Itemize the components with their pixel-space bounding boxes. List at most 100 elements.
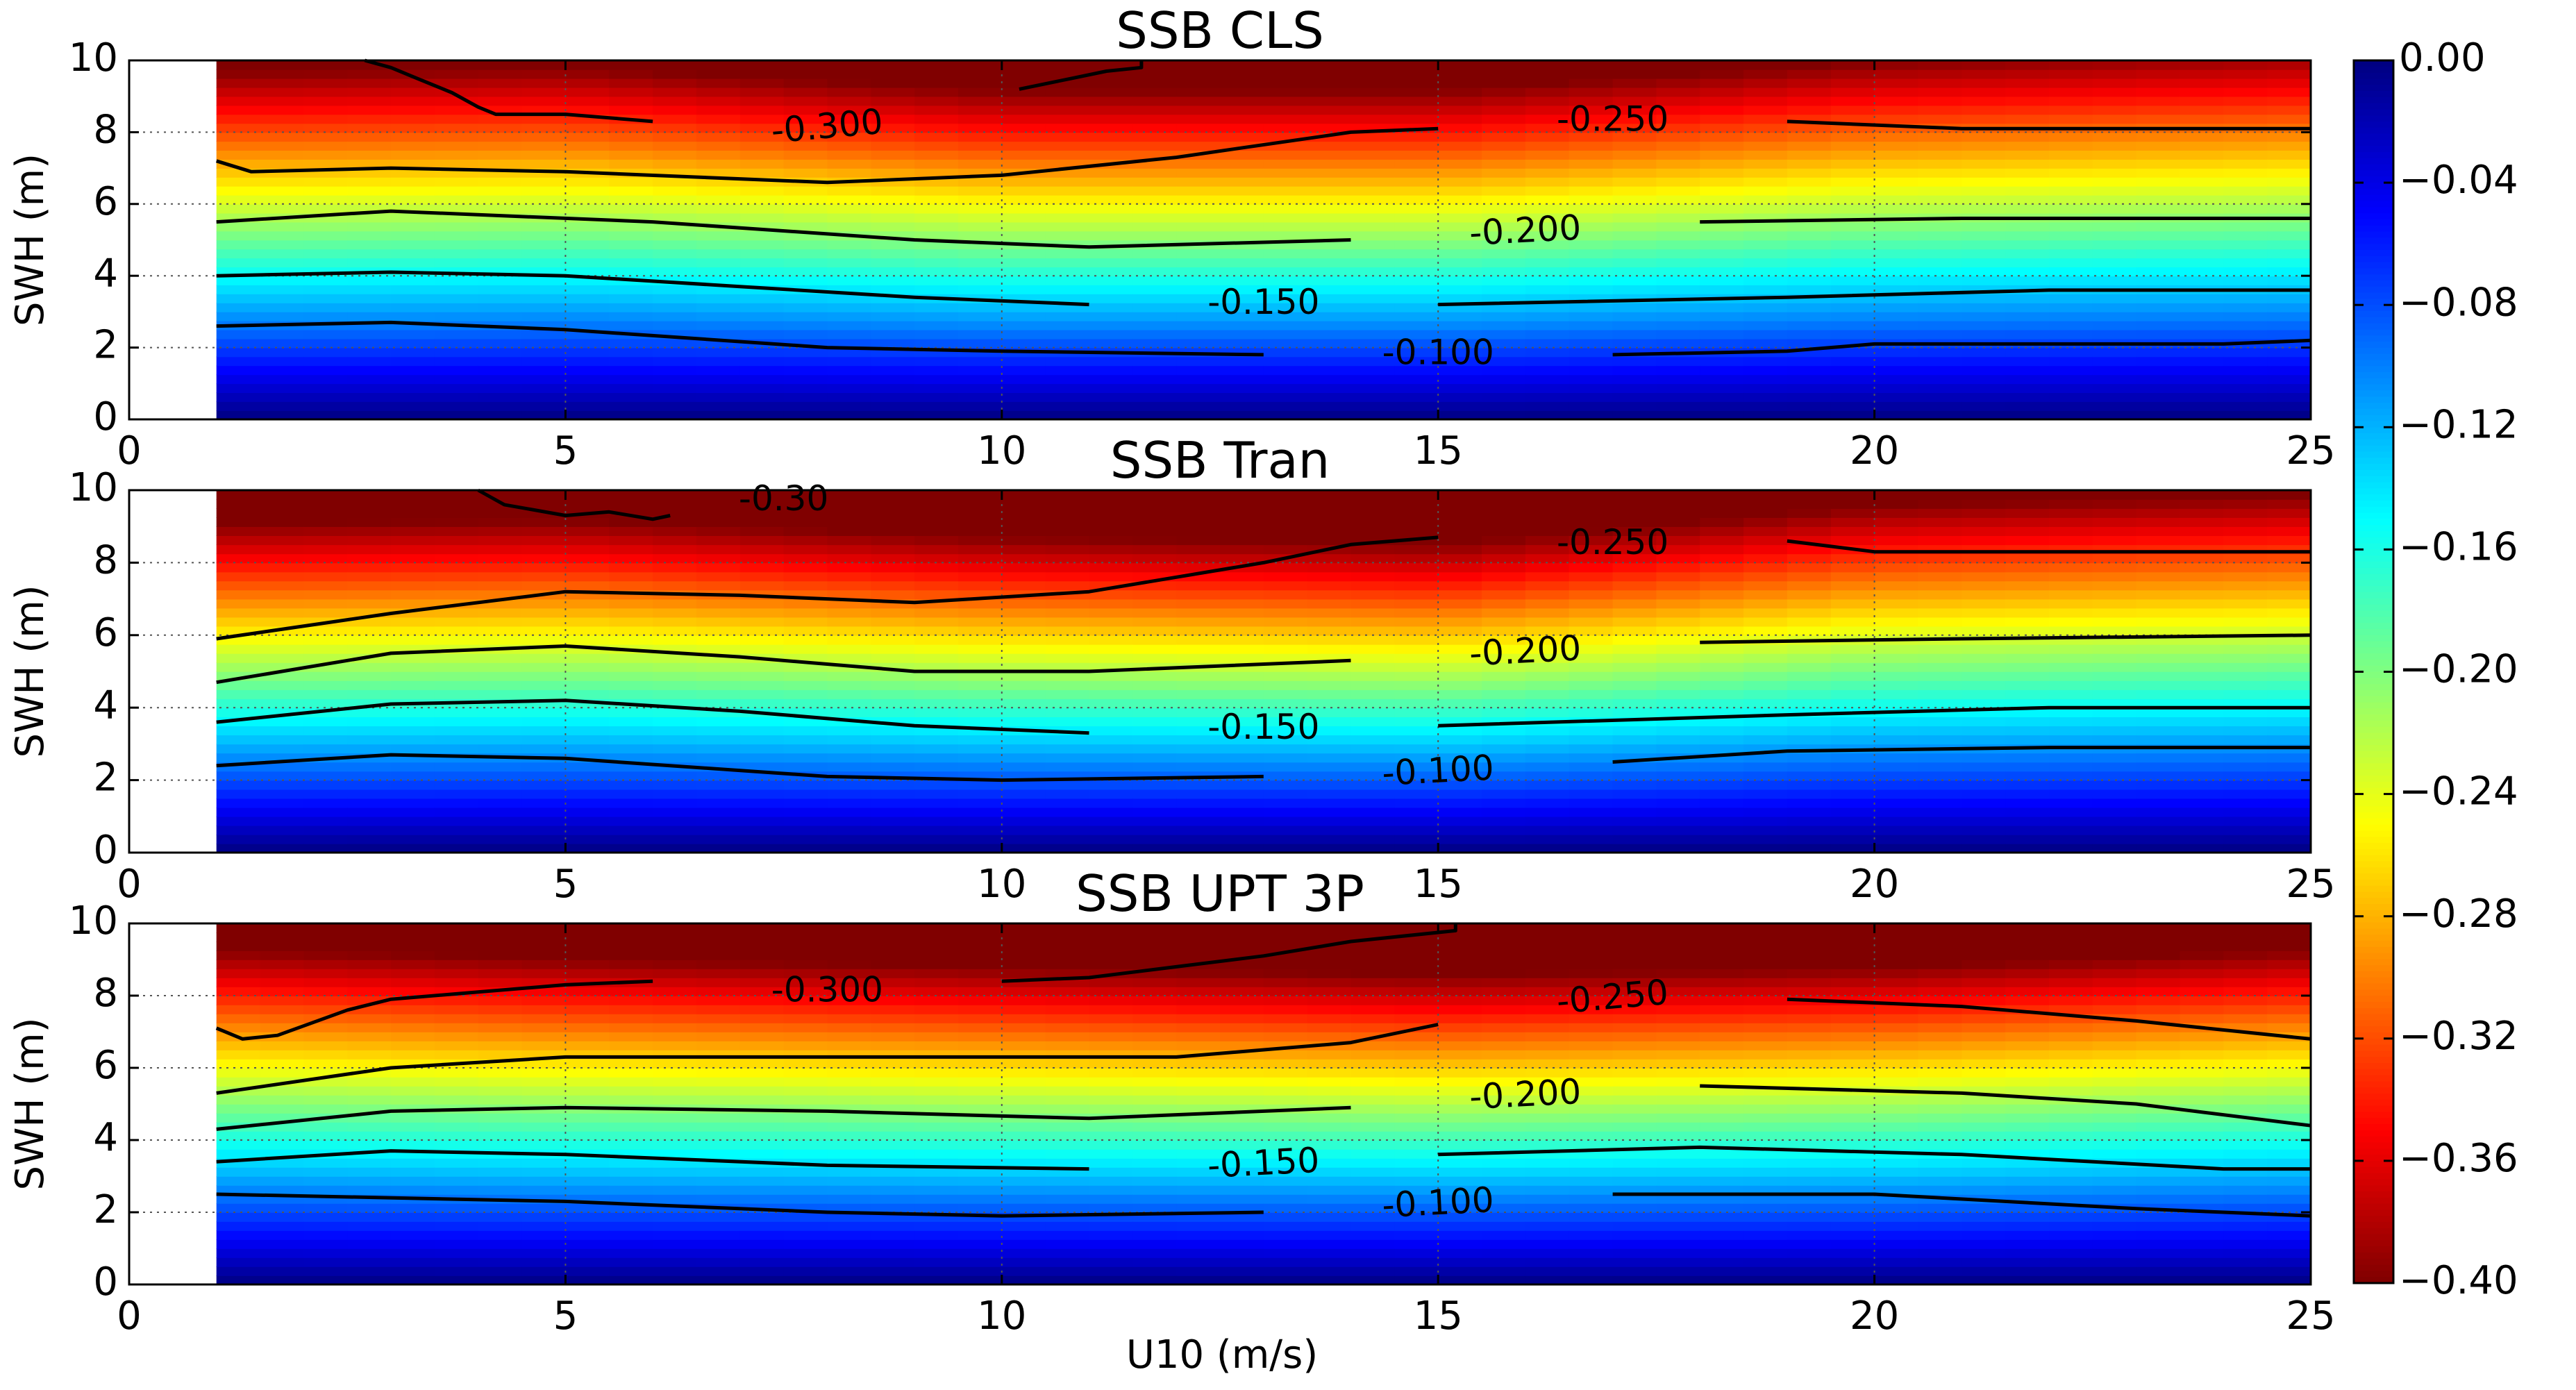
heatmap-cell (216, 807, 261, 817)
heatmap-cell (1874, 816, 1919, 826)
heatmap-cell (347, 1266, 392, 1276)
heatmap-cell (1001, 553, 1046, 564)
heatmap-cell (303, 589, 348, 600)
heatmap-cell (478, 303, 523, 312)
heatmap-cell (521, 203, 567, 214)
heatmap-cell (783, 60, 828, 70)
heatmap-cell (2049, 617, 2093, 627)
heatmap-cell (434, 194, 479, 205)
heatmap-cell (391, 844, 435, 853)
heatmap-cell (1350, 365, 1396, 376)
heatmap-cell (565, 150, 610, 160)
heatmap-cell (653, 969, 697, 978)
heatmap-cell (958, 338, 1003, 349)
heatmap-cell (1962, 105, 2006, 115)
heatmap-cell (1874, 798, 1919, 808)
heatmap-cell (1918, 258, 1962, 268)
heatmap-cell (783, 123, 828, 133)
heatmap-cell (1569, 141, 1614, 151)
heatmap-cell (1569, 177, 1614, 187)
heatmap-cell (914, 698, 959, 708)
heatmap-cell (478, 311, 523, 321)
heatmap-cell (478, 1275, 523, 1285)
heatmap-cell (914, 816, 959, 826)
heatmap-cell (1089, 689, 1134, 699)
heatmap-cell (1438, 69, 1482, 79)
heatmap-cell (827, 60, 871, 70)
heatmap-cell (1656, 159, 1700, 169)
heatmap-cell (1743, 626, 1788, 636)
heatmap-cell (216, 671, 261, 681)
heatmap-cell (1918, 762, 1962, 772)
heatmap-cell (653, 401, 697, 411)
heatmap-cell (2005, 168, 2050, 178)
heatmap-cell (303, 374, 348, 385)
heatmap-cell (653, 60, 697, 70)
heatmap-cell (958, 762, 1003, 772)
heatmap-cell (696, 1113, 741, 1123)
heatmap-cell (1307, 617, 1352, 627)
heatmap-cell (2049, 698, 2093, 708)
heatmap-cell (1089, 635, 1134, 645)
heatmap-cell (2136, 626, 2181, 636)
heatmap-cell (827, 508, 871, 518)
heatmap-cell (1263, 1068, 1308, 1078)
heatmap-cell (2092, 221, 2137, 232)
heatmap-cell (827, 1257, 871, 1267)
heatmap-cell (1089, 762, 1134, 772)
heatmap-cell (521, 1203, 567, 1213)
heatmap-cell (1394, 240, 1439, 250)
heatmap-cell (1176, 1221, 1221, 1231)
heatmap-cell (1700, 626, 1744, 636)
heatmap-cell (347, 374, 392, 385)
heatmap-cell (1220, 311, 1264, 321)
heatmap-cell (478, 608, 523, 618)
heatmap-cell (696, 807, 741, 817)
heatmap-cell (871, 240, 915, 250)
heatmap-cell (1918, 276, 1962, 285)
heatmap-cell (871, 816, 915, 826)
heatmap-cell (1874, 365, 1919, 376)
heatmap-cell (260, 1167, 305, 1177)
heatmap-cell (1438, 194, 1482, 205)
heatmap-cell (434, 159, 479, 169)
heatmap-cell (1350, 285, 1396, 294)
heatmap-cell (2136, 553, 2181, 564)
heatmap-cell (827, 1059, 871, 1069)
heatmap-cell (783, 1068, 828, 1078)
heatmap-cell (783, 617, 828, 627)
heatmap-cell (1089, 87, 1134, 97)
heatmap-cell (1438, 347, 1482, 358)
heatmap-cell (1220, 1176, 1264, 1186)
heatmap-cell (1743, 807, 1788, 817)
heatmap-cell (216, 105, 261, 115)
heatmap-cell (1438, 240, 1482, 250)
heatmap-cell (958, 1068, 1003, 1078)
heatmap-cell (1918, 383, 1962, 393)
heatmap-cell (347, 490, 392, 500)
heatmap-cell (1132, 978, 1177, 987)
heatmap-cell (1132, 1149, 1177, 1159)
heatmap-cell (1700, 194, 1744, 205)
heatmap-cell (783, 1095, 828, 1105)
heatmap-cell (1525, 356, 1570, 367)
heatmap-cell (2092, 185, 2137, 196)
heatmap-cell (2223, 276, 2268, 285)
heatmap-cell (1263, 231, 1308, 241)
heatmap-cell (565, 735, 610, 745)
heatmap-cell (478, 562, 523, 573)
heatmap-cell (260, 1014, 305, 1023)
heatmap-cell (1350, 240, 1396, 250)
heatmap-cell (958, 221, 1003, 232)
heatmap-cell (2180, 698, 2225, 708)
heatmap-cell (391, 562, 435, 573)
heatmap-cell (1569, 735, 1614, 745)
heatmap-cell (914, 267, 959, 276)
heatmap-cell (2223, 185, 2268, 196)
heatmap-cell (2180, 617, 2225, 627)
heatmap-cell (1438, 780, 1482, 790)
heatmap-cell (1830, 535, 1875, 546)
heatmap-cell (2049, 807, 2093, 817)
heatmap-cell (871, 168, 915, 178)
heatmap-cell (2005, 598, 2050, 609)
